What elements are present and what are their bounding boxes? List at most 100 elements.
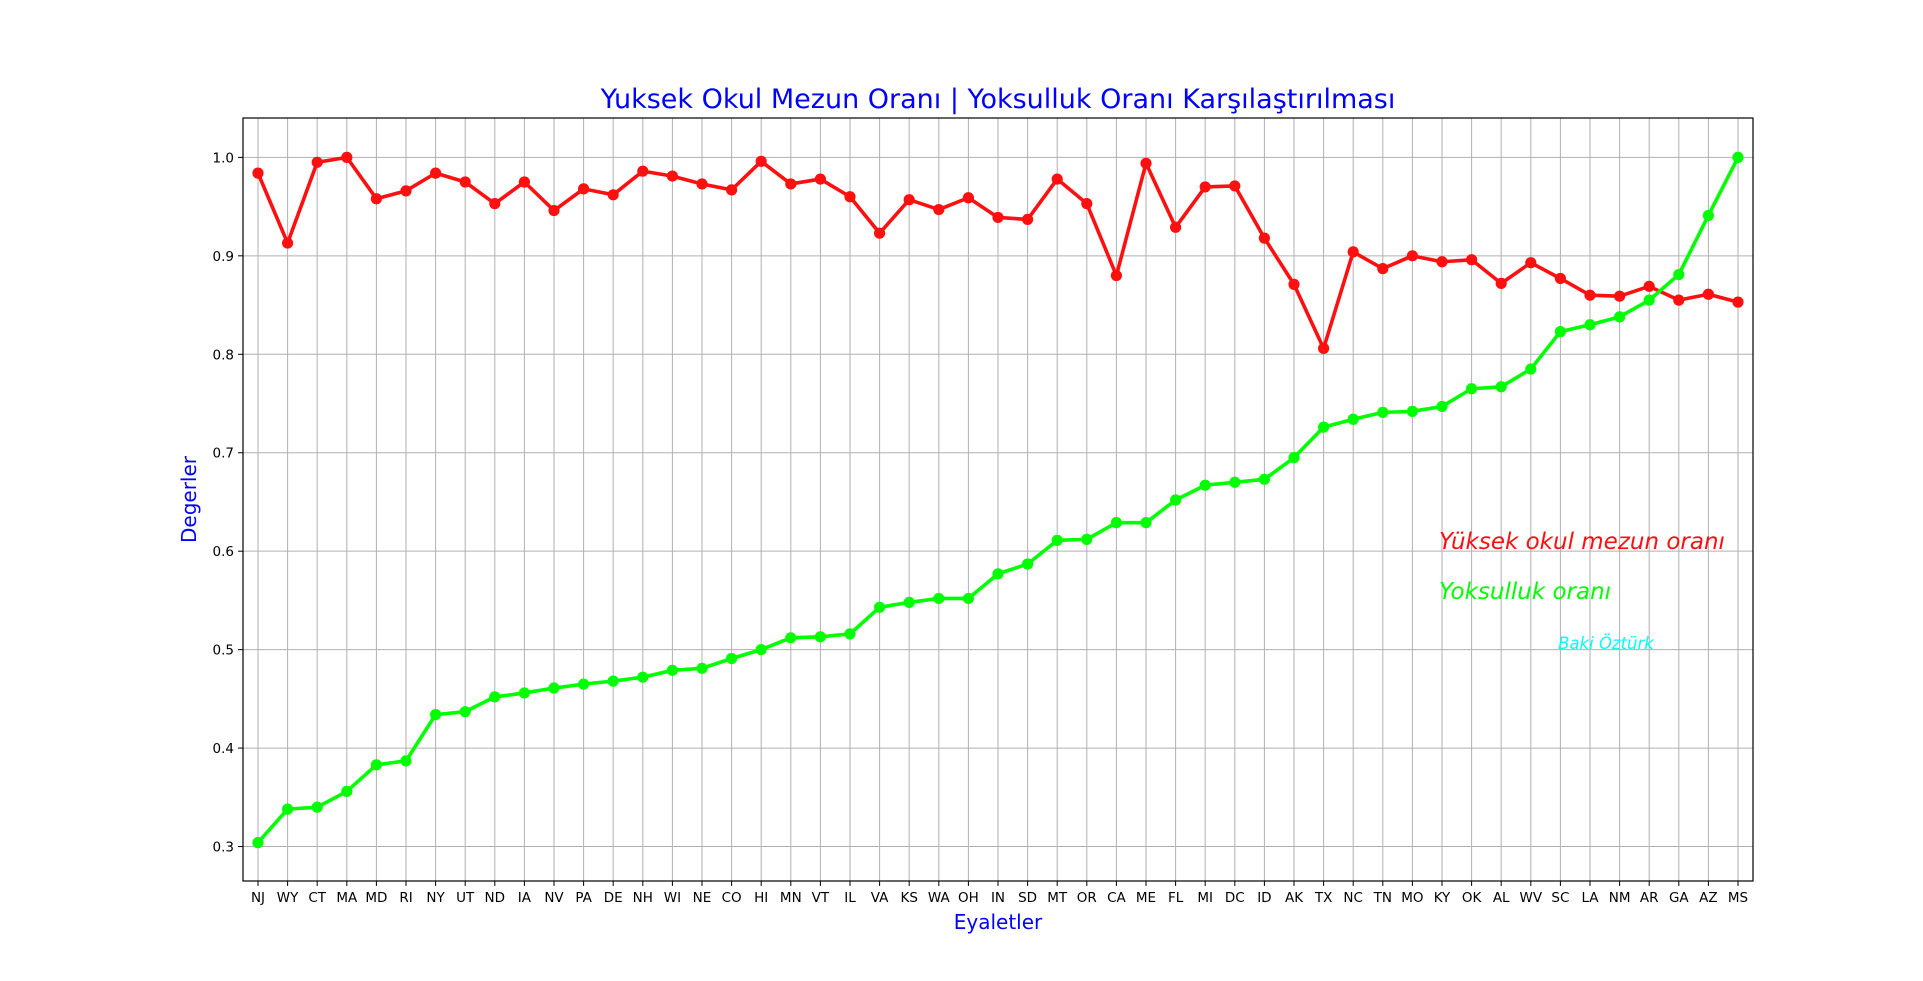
data-point: [696, 178, 708, 190]
data-point: [1051, 534, 1063, 546]
series-graduation-rate: [252, 151, 1744, 354]
data-point: [1377, 263, 1389, 275]
x-tick-label: AL: [1493, 890, 1510, 906]
x-tick-label: NJ: [251, 890, 265, 906]
data-point: [1406, 405, 1418, 417]
data-point: [1288, 452, 1300, 464]
data-point: [607, 675, 619, 687]
x-tick-label: IL: [844, 890, 856, 906]
data-point: [1347, 246, 1359, 258]
chart-title: Yuksek Okul Mezun Oranı | Yoksulluk Oran…: [600, 84, 1396, 115]
data-point: [726, 652, 738, 665]
data-point: [1110, 517, 1122, 529]
data-series: [252, 151, 1744, 849]
data-point: [1614, 290, 1626, 302]
data-point: [903, 596, 915, 608]
data-point: [1199, 181, 1211, 193]
data-point: [1140, 157, 1152, 169]
data-point: [874, 227, 886, 239]
data-point: [1140, 517, 1152, 529]
data-point: [311, 156, 323, 168]
data-point: [1673, 268, 1685, 281]
data-point: [282, 803, 294, 815]
data-point: [696, 662, 708, 674]
y-tick-label: 1.0: [213, 150, 234, 166]
x-tick-label: NH: [633, 890, 653, 906]
data-point: [370, 759, 382, 771]
data-point: [1406, 250, 1418, 262]
x-tick-label: TX: [1314, 890, 1333, 906]
data-point: [578, 183, 590, 195]
data-point: [1110, 269, 1122, 282]
data-point: [1081, 198, 1093, 210]
x-tick-label: SC: [1551, 890, 1569, 906]
data-point: [1288, 278, 1300, 290]
data-point: [578, 678, 590, 690]
data-point: [1554, 326, 1566, 338]
series-poverty-rate: [252, 151, 1744, 849]
x-tick-label: NC: [1343, 890, 1363, 906]
data-point: [1702, 209, 1714, 222]
data-point: [430, 709, 442, 721]
x-tick-label: PA: [575, 890, 592, 906]
x-tick-label: ME: [1136, 890, 1156, 906]
data-point: [637, 671, 649, 683]
data-point: [1732, 151, 1744, 163]
x-tick-label: LA: [1581, 890, 1599, 906]
data-point: [489, 691, 501, 703]
data-point: [1673, 294, 1685, 306]
x-tick-label: ID: [1257, 890, 1271, 906]
data-point: [1258, 473, 1270, 485]
data-point: [1584, 319, 1596, 331]
x-tick-label: DC: [1225, 890, 1245, 906]
data-point: [489, 198, 501, 210]
data-point: [607, 189, 619, 201]
series-label-graduation-rate: Yüksek okul mezun oranı: [1439, 529, 1725, 555]
x-tick-label: AR: [1640, 890, 1659, 906]
y-tick-label: 0.5: [213, 643, 234, 659]
data-point: [1199, 479, 1211, 491]
data-point: [1495, 277, 1507, 289]
x-tick-label: OH: [958, 890, 979, 906]
x-tick-label: CO: [722, 890, 742, 906]
y-tick-label: 0.8: [213, 347, 234, 363]
data-point: [1229, 180, 1241, 192]
y-tick-label: 0.6: [213, 544, 234, 560]
x-tick-label: ND: [485, 890, 506, 906]
data-point: [1466, 254, 1478, 266]
x-tick-label: FL: [1168, 890, 1184, 906]
y-tick-label: 0.4: [213, 741, 234, 757]
x-tick-label: KY: [1434, 890, 1451, 906]
x-axis: NJ WY CT MA MD RI NY UT ND IA NV PA DE NH WI NE CO HI MN VT…: [251, 881, 1748, 906]
data-point: [430, 167, 442, 179]
data-point: [814, 173, 827, 185]
x-tick-label: NY: [426, 890, 445, 906]
x-tick-label: WY: [277, 890, 299, 906]
data-point: [962, 592, 975, 605]
data-point: [1732, 296, 1744, 308]
x-tick-label: WI: [664, 890, 681, 906]
data-point: [637, 165, 649, 177]
y-axis: 0.3 0.4 0.5 0.6 0.7 0.8 0.9 1.0: [213, 150, 243, 856]
data-point: [1347, 413, 1359, 425]
data-point: [666, 170, 679, 182]
x-tick-label: CA: [1107, 890, 1126, 906]
x-tick-label: MD: [365, 890, 387, 906]
data-point: [1022, 558, 1034, 570]
x-tick-label: AK: [1285, 890, 1304, 906]
data-point: [282, 237, 294, 249]
x-tick-label: VT: [812, 890, 830, 906]
data-point: [755, 155, 767, 167]
data-point: [518, 687, 531, 699]
author-label: Baki Öztürk: [1558, 634, 1655, 653]
x-tick-label: VA: [871, 890, 889, 906]
data-point: [1525, 363, 1537, 375]
data-point: [1643, 294, 1655, 306]
x-tick-label: OR: [1077, 890, 1097, 906]
data-point: [548, 682, 560, 694]
x-tick-label: MI: [1197, 890, 1213, 906]
data-point: [518, 176, 531, 188]
data-point: [1170, 221, 1182, 233]
x-tick-label: DE: [604, 890, 623, 906]
x-tick-label: UT: [456, 890, 475, 906]
